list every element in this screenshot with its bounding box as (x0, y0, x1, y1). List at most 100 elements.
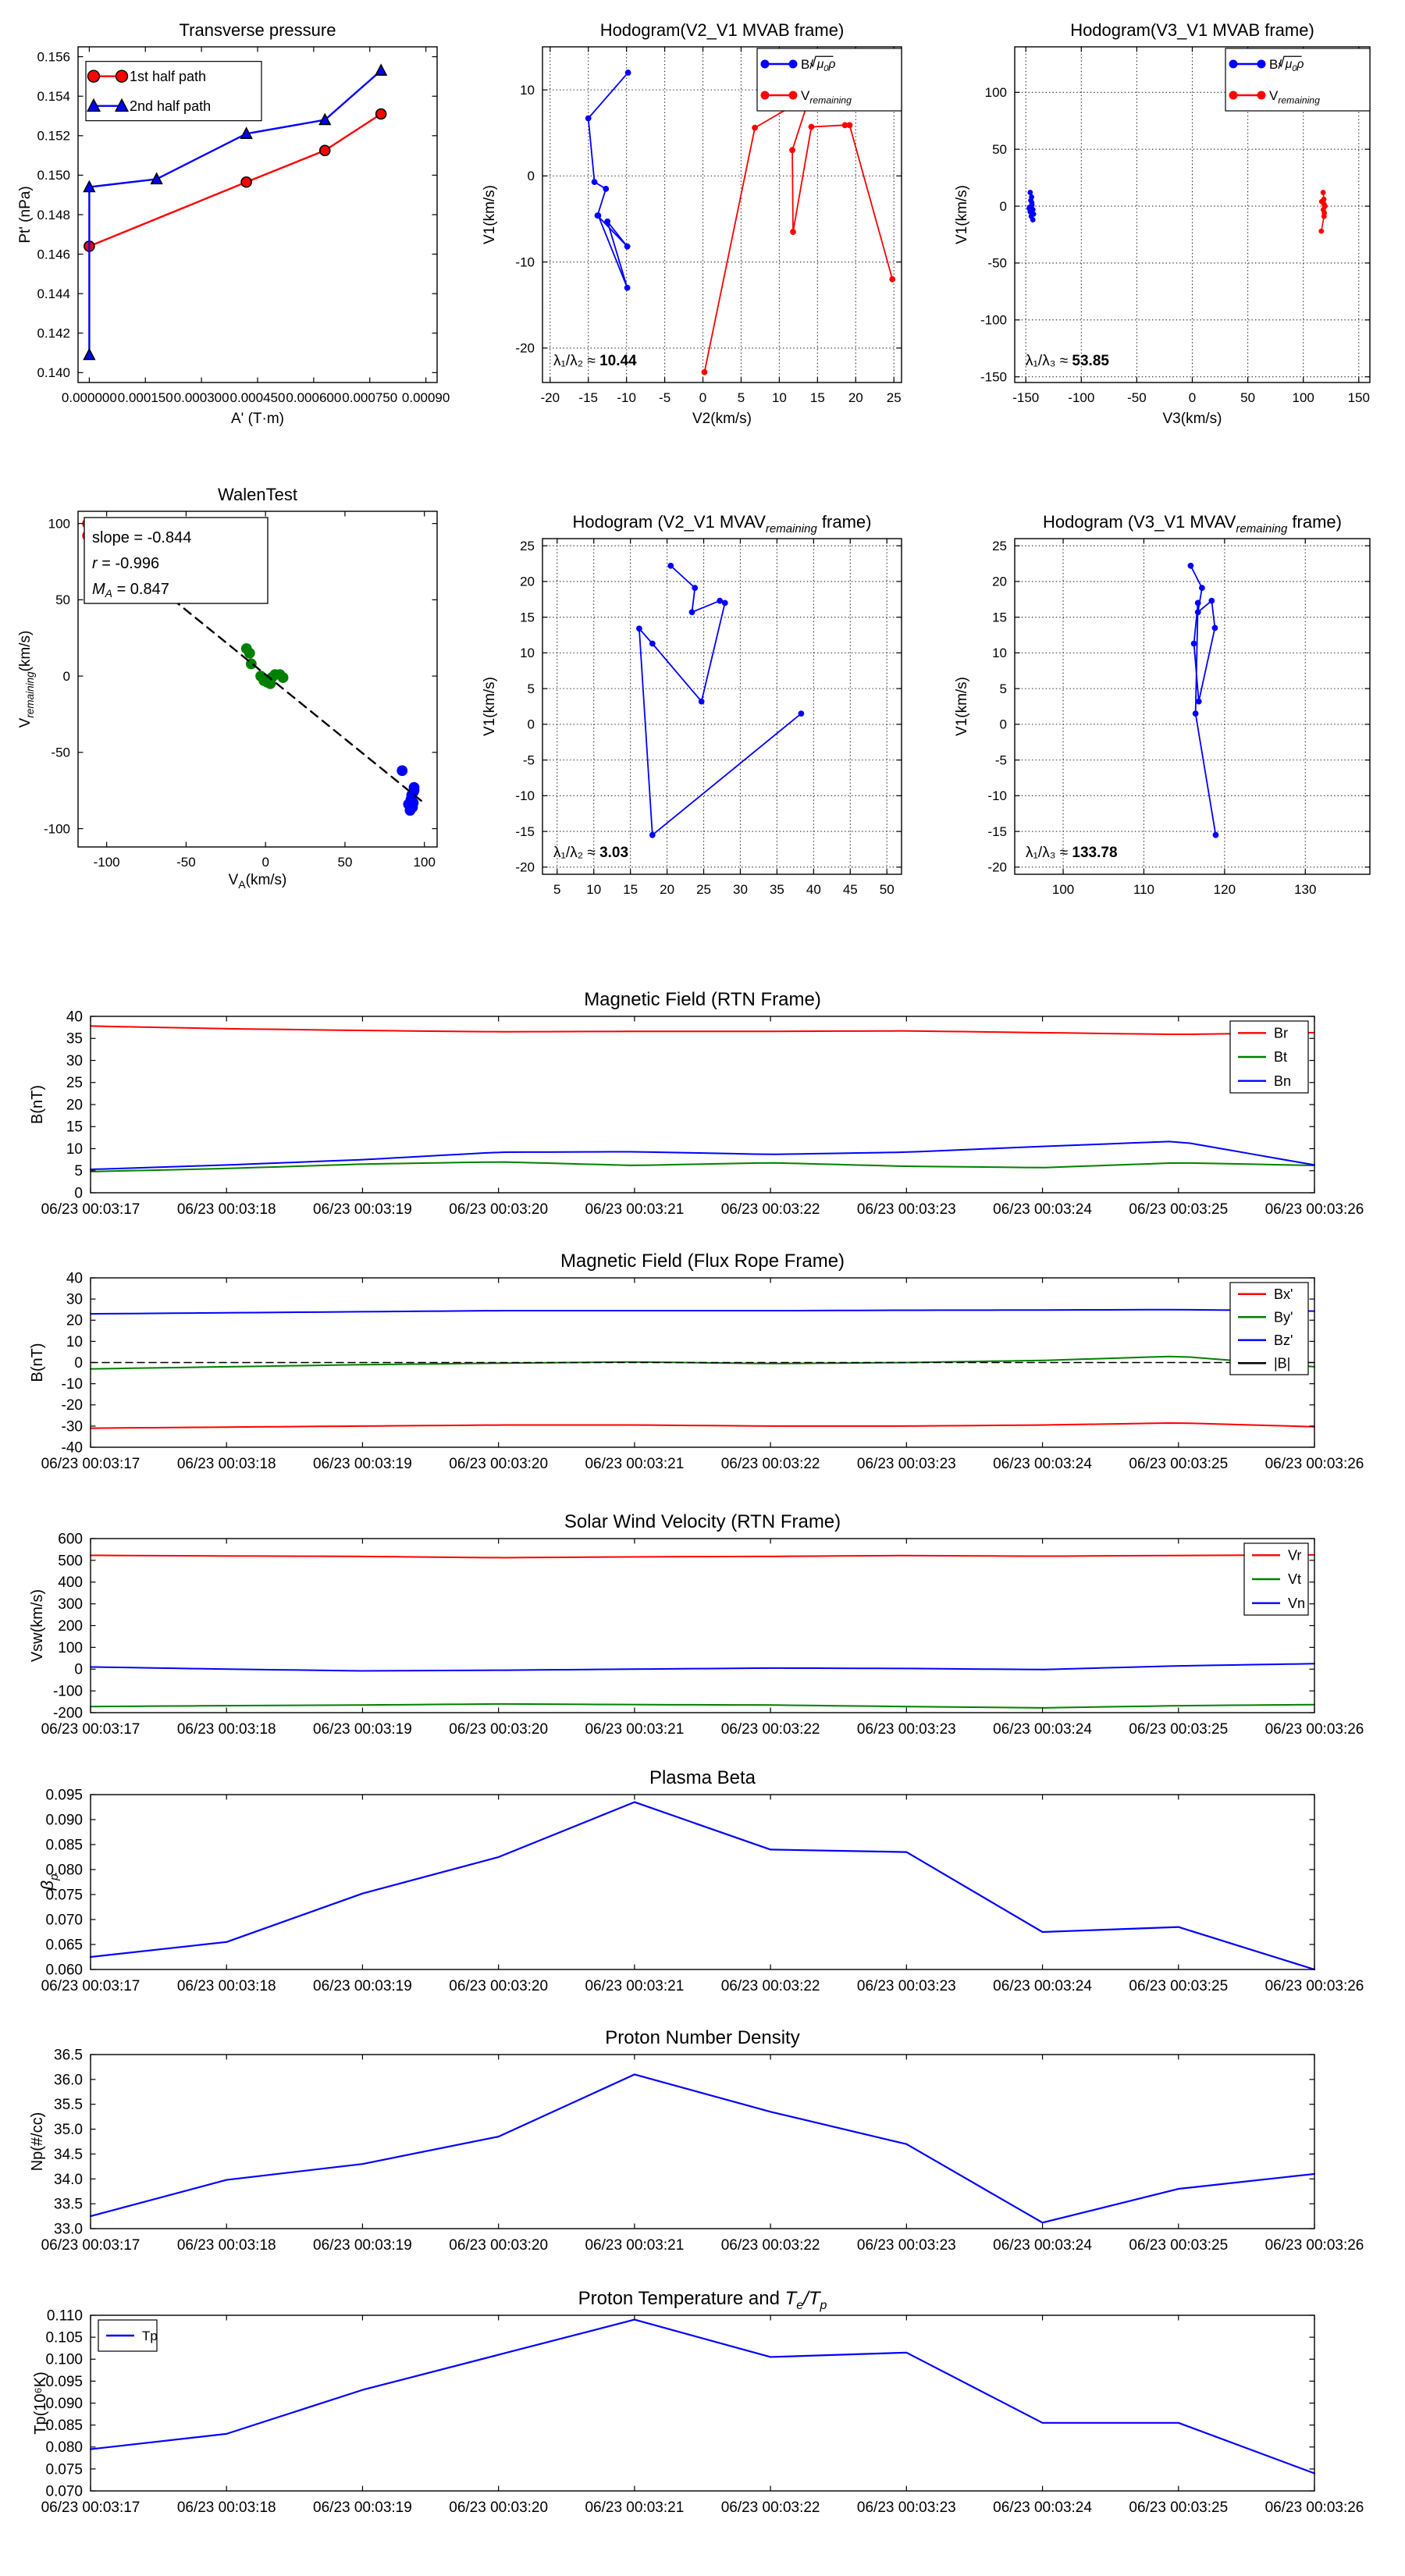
svg-text:MA = 0.847: MA = 0.847 (92, 581, 169, 600)
svg-text:06/23 00:03:19: 06/23 00:03:19 (313, 1456, 412, 1472)
svg-text:-100: -100 (94, 855, 120, 870)
svg-text:25: 25 (992, 539, 1007, 553)
svg-text:V2(km/s): V2(km/s) (692, 411, 752, 427)
svg-text:0: 0 (74, 1662, 83, 1678)
svg-text:Vremaining(km/s): Vremaining(km/s) (17, 631, 36, 728)
svg-text:-100: -100 (44, 821, 70, 836)
svg-text:0.070: 0.070 (45, 1912, 83, 1928)
svg-text:06/23 00:03:26: 06/23 00:03:26 (1265, 1721, 1364, 1738)
svg-text:r = -0.996: r = -0.996 (92, 555, 159, 572)
svg-text:06/23 00:03:23: 06/23 00:03:23 (857, 1456, 956, 1472)
svg-text:0: 0 (74, 1185, 83, 1201)
svg-text:10: 10 (772, 390, 787, 405)
svg-text:0: 0 (1189, 390, 1196, 405)
svg-text:06/23 00:03:20: 06/23 00:03:20 (449, 1201, 548, 1218)
svg-text:34.5: 34.5 (54, 2147, 83, 2163)
svg-text:-5: -5 (523, 753, 535, 767)
svg-text:06/23 00:03:23: 06/23 00:03:23 (857, 2500, 956, 2516)
svg-text:20: 20 (848, 390, 863, 405)
svg-text:06/23 00:03:21: 06/23 00:03:21 (585, 1456, 684, 1472)
svg-text:150: 150 (1348, 390, 1370, 405)
svg-text:|B|: |B| (1274, 1355, 1290, 1371)
svg-text:0.085: 0.085 (45, 2418, 83, 2434)
svg-text:10: 10 (520, 646, 535, 660)
svg-text:0.142: 0.142 (37, 326, 70, 341)
svg-text:0.110: 0.110 (47, 2307, 83, 2324)
svg-text:λ₁/λ₂ ≈ 3.03: λ₁/λ₂ ≈ 3.03 (553, 845, 628, 861)
svg-text:Bn: Bn (1274, 1073, 1291, 1089)
svg-text:34.0: 34.0 (54, 2172, 83, 2188)
svg-text:06/23 00:03:24: 06/23 00:03:24 (993, 2237, 1092, 2254)
svg-text:0.085: 0.085 (45, 1837, 83, 1853)
svg-text:-10: -10 (515, 254, 535, 269)
svg-text:Transverse pressure: Transverse pressure (180, 20, 336, 40)
svg-text:06/23 00:03:22: 06/23 00:03:22 (721, 2500, 820, 2516)
svg-text:06/23 00:03:24: 06/23 00:03:24 (993, 1721, 1092, 1738)
svg-text:-15: -15 (987, 824, 1007, 839)
svg-text:-15: -15 (515, 824, 535, 839)
svg-text:-50: -50 (51, 745, 70, 760)
svg-text:06/23 00:03:25: 06/23 00:03:25 (1129, 1978, 1228, 1994)
svg-text:06/23 00:03:26: 06/23 00:03:26 (1265, 2500, 1364, 2516)
svg-text:0.000750: 0.000750 (342, 390, 397, 405)
svg-text:Bt: Bt (1274, 1049, 1287, 1065)
svg-text:06/23 00:03:22: 06/23 00:03:22 (721, 1456, 820, 1472)
svg-text:20: 20 (66, 1097, 83, 1113)
svg-text:06/23 00:03:18: 06/23 00:03:18 (177, 2237, 276, 2254)
svg-text:10: 10 (992, 646, 1007, 660)
svg-text:06/23 00:03:20: 06/23 00:03:20 (449, 2237, 548, 2254)
svg-text:λ₁/λ₃ ≈ 133.78: λ₁/λ₃ ≈ 133.78 (1026, 845, 1118, 861)
svg-text:0.065: 0.065 (45, 1937, 83, 1953)
svg-text:06/23 00:03:17: 06/23 00:03:17 (41, 1201, 140, 1218)
svg-text:-30: -30 (62, 1418, 83, 1435)
svg-text:0.090: 0.090 (45, 2396, 83, 2412)
svg-text:50: 50 (55, 592, 70, 607)
svg-text:-10: -10 (987, 788, 1007, 803)
svg-text:0.00090: 0.00090 (402, 390, 450, 405)
svg-text:B(nT): B(nT) (29, 1085, 46, 1124)
svg-text:06/23 00:03:17: 06/23 00:03:17 (41, 1456, 140, 1472)
svg-text:Proton Number Density: Proton Number Density (605, 2027, 799, 2048)
svg-text:10: 10 (66, 1334, 83, 1350)
svg-text:06/23 00:03:22: 06/23 00:03:22 (721, 2237, 820, 2254)
svg-text:V1(km/s): V1(km/s) (954, 185, 970, 244)
svg-text:30: 30 (66, 1053, 83, 1069)
svg-text:50: 50 (992, 142, 1007, 157)
svg-text:0.100: 0.100 (45, 2352, 83, 2368)
svg-text:06/23 00:03:22: 06/23 00:03:22 (721, 1978, 820, 1994)
svg-text:-20: -20 (541, 390, 560, 405)
svg-text:-150: -150 (1012, 390, 1039, 405)
svg-text:B(nT): B(nT) (29, 1343, 46, 1382)
svg-text:0.150: 0.150 (37, 168, 70, 183)
svg-text:0.000600: 0.000600 (286, 390, 341, 405)
svg-text:0.148: 0.148 (37, 208, 70, 222)
svg-text:06/23 00:03:20: 06/23 00:03:20 (449, 2500, 548, 2516)
svg-text:0: 0 (1000, 717, 1007, 732)
svg-text:-20: -20 (515, 341, 535, 356)
svg-text:50: 50 (1240, 390, 1255, 405)
svg-text:Magnetic Field (Flux Rope Fram: Magnetic Field (Flux Rope Frame) (560, 1251, 845, 1272)
svg-text:06/23 00:03:18: 06/23 00:03:18 (177, 1201, 276, 1218)
svg-text:06/23 00:03:21: 06/23 00:03:21 (585, 1201, 684, 1218)
svg-text:-10: -10 (515, 788, 535, 803)
svg-text:-50: -50 (987, 256, 1007, 271)
svg-text:15: 15 (520, 610, 535, 624)
svg-text:06/23 00:03:17: 06/23 00:03:17 (41, 1721, 140, 1738)
svg-text:20: 20 (660, 882, 674, 897)
svg-text:0: 0 (1000, 199, 1007, 214)
svg-text:10: 10 (520, 83, 535, 98)
svg-text:06/23 00:03:22: 06/23 00:03:22 (721, 1201, 820, 1218)
svg-text:-20: -20 (987, 860, 1007, 875)
svg-text:15: 15 (623, 882, 638, 897)
svg-text:0.156: 0.156 (37, 49, 70, 64)
svg-text:0.144: 0.144 (37, 286, 70, 301)
svg-text:5: 5 (528, 681, 535, 696)
svg-text:Vn: Vn (1288, 1596, 1305, 1611)
svg-text:Hodogram (V3_V1 MVAVremaining: Hodogram (V3_V1 MVAVremaining frame) (1043, 512, 1342, 535)
svg-text:06/23 00:03:20: 06/23 00:03:20 (449, 1456, 548, 1472)
svg-text:V1(km/s): V1(km/s) (954, 677, 970, 736)
svg-text:0.000150: 0.000150 (118, 390, 173, 405)
svg-text:Solar Wind Velocity (RTN Frame: Solar Wind Velocity (RTN Frame) (564, 1511, 841, 1532)
svg-text:100: 100 (58, 1640, 83, 1656)
svg-text:0.095: 0.095 (45, 2374, 83, 2390)
